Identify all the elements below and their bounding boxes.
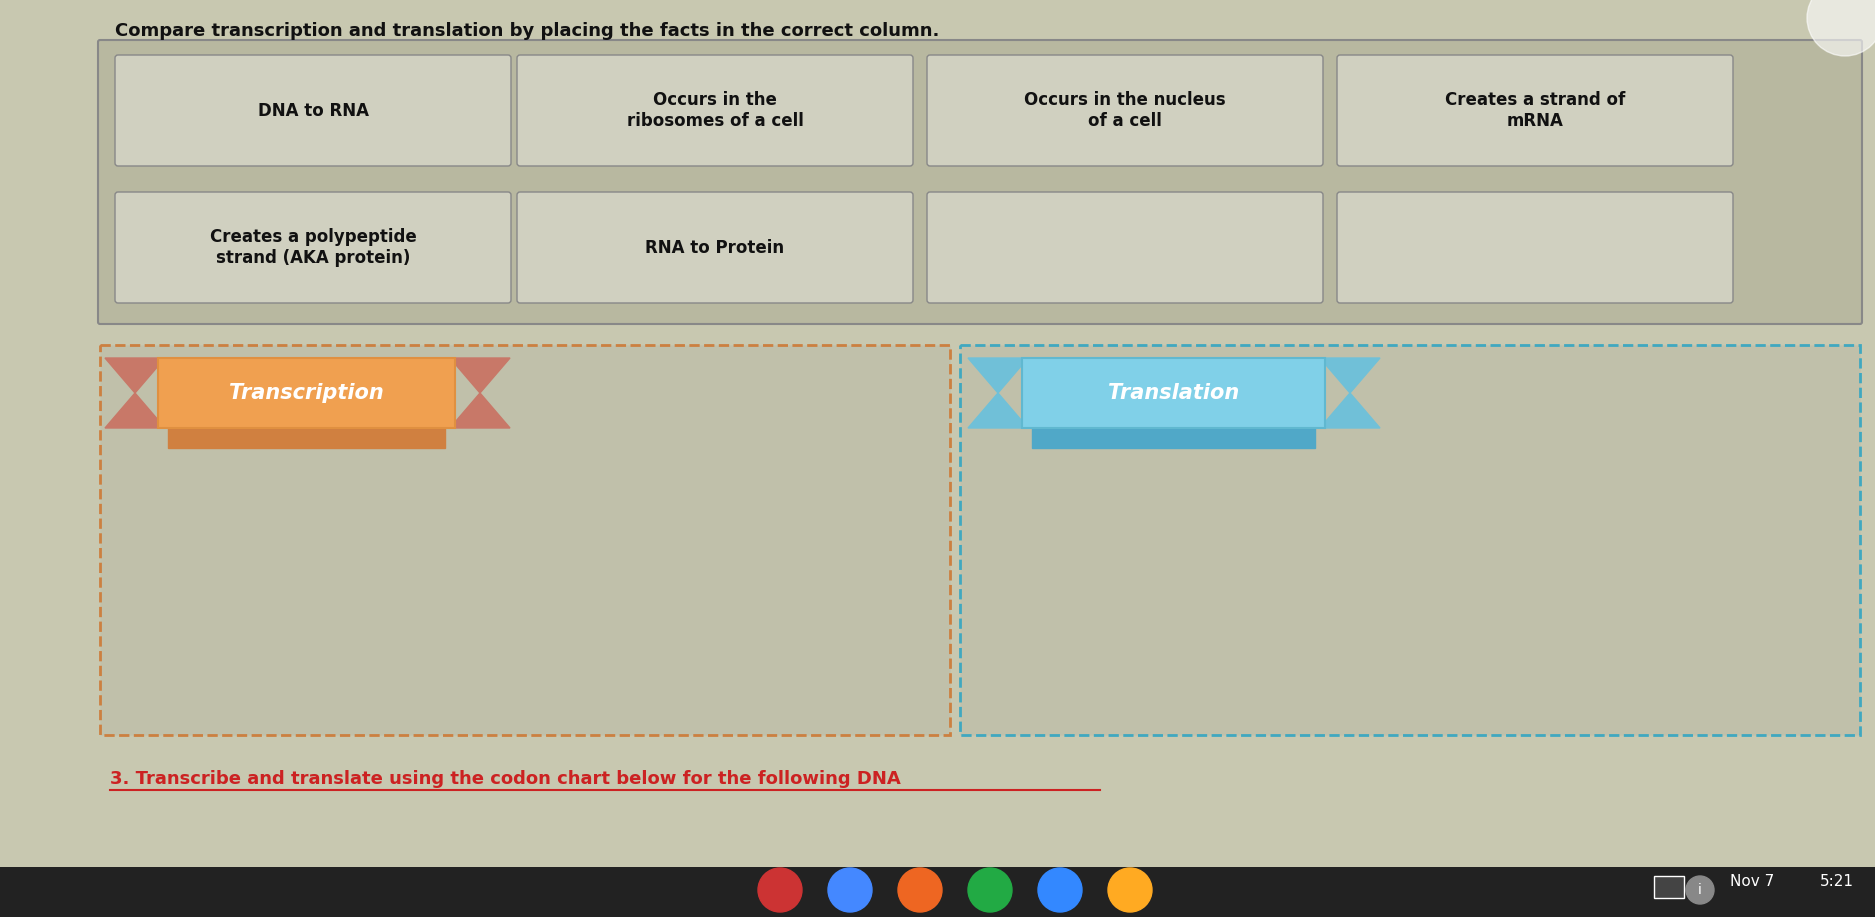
Text: Occurs in the nucleus
of a cell: Occurs in the nucleus of a cell — [1024, 91, 1226, 130]
Bar — [99, 345, 951, 735]
Polygon shape — [450, 393, 510, 428]
Circle shape — [758, 868, 802, 912]
Polygon shape — [1320, 358, 1380, 393]
Polygon shape — [1320, 393, 1380, 428]
Text: Transcription: Transcription — [229, 383, 384, 403]
Circle shape — [829, 868, 872, 912]
Text: Translation: Translation — [1108, 383, 1239, 403]
FancyBboxPatch shape — [518, 55, 913, 166]
Text: RNA to Protein: RNA to Protein — [645, 238, 784, 257]
FancyBboxPatch shape — [98, 40, 1862, 324]
Text: Creates a strand of
mRNA: Creates a strand of mRNA — [1446, 91, 1626, 130]
Polygon shape — [450, 358, 510, 393]
FancyBboxPatch shape — [1654, 876, 1684, 898]
Text: 3. Transcribe and translate using the codon chart below for the following DNA: 3. Transcribe and translate using the co… — [111, 770, 900, 788]
Circle shape — [968, 868, 1012, 912]
Text: Nov 7: Nov 7 — [1731, 874, 1774, 889]
Text: Compare transcription and translation by placing the facts in the correct column: Compare transcription and translation by… — [114, 22, 939, 40]
FancyBboxPatch shape — [114, 55, 512, 166]
FancyBboxPatch shape — [1031, 428, 1314, 448]
Text: i: i — [1699, 883, 1702, 897]
Polygon shape — [968, 393, 1028, 428]
Circle shape — [1808, 0, 1875, 56]
Polygon shape — [105, 358, 165, 393]
Bar — [960, 345, 1860, 735]
FancyBboxPatch shape — [158, 358, 456, 428]
Text: 5:21: 5:21 — [1821, 874, 1854, 889]
FancyBboxPatch shape — [1337, 55, 1733, 166]
Bar — [0, 867, 1875, 917]
FancyBboxPatch shape — [926, 192, 1324, 303]
FancyBboxPatch shape — [926, 55, 1324, 166]
Polygon shape — [105, 393, 165, 428]
FancyBboxPatch shape — [518, 192, 913, 303]
FancyBboxPatch shape — [1337, 192, 1733, 303]
Polygon shape — [968, 358, 1028, 393]
Text: Creates a polypeptide
strand (AKA protein): Creates a polypeptide strand (AKA protei… — [210, 228, 416, 267]
Circle shape — [898, 868, 941, 912]
FancyBboxPatch shape — [169, 428, 444, 448]
FancyBboxPatch shape — [1022, 358, 1326, 428]
Circle shape — [1039, 868, 1082, 912]
Circle shape — [1108, 868, 1151, 912]
FancyBboxPatch shape — [114, 192, 512, 303]
Text: DNA to RNA: DNA to RNA — [257, 102, 369, 119]
Circle shape — [1686, 876, 1714, 904]
Text: Occurs in the
ribosomes of a cell: Occurs in the ribosomes of a cell — [626, 91, 804, 130]
